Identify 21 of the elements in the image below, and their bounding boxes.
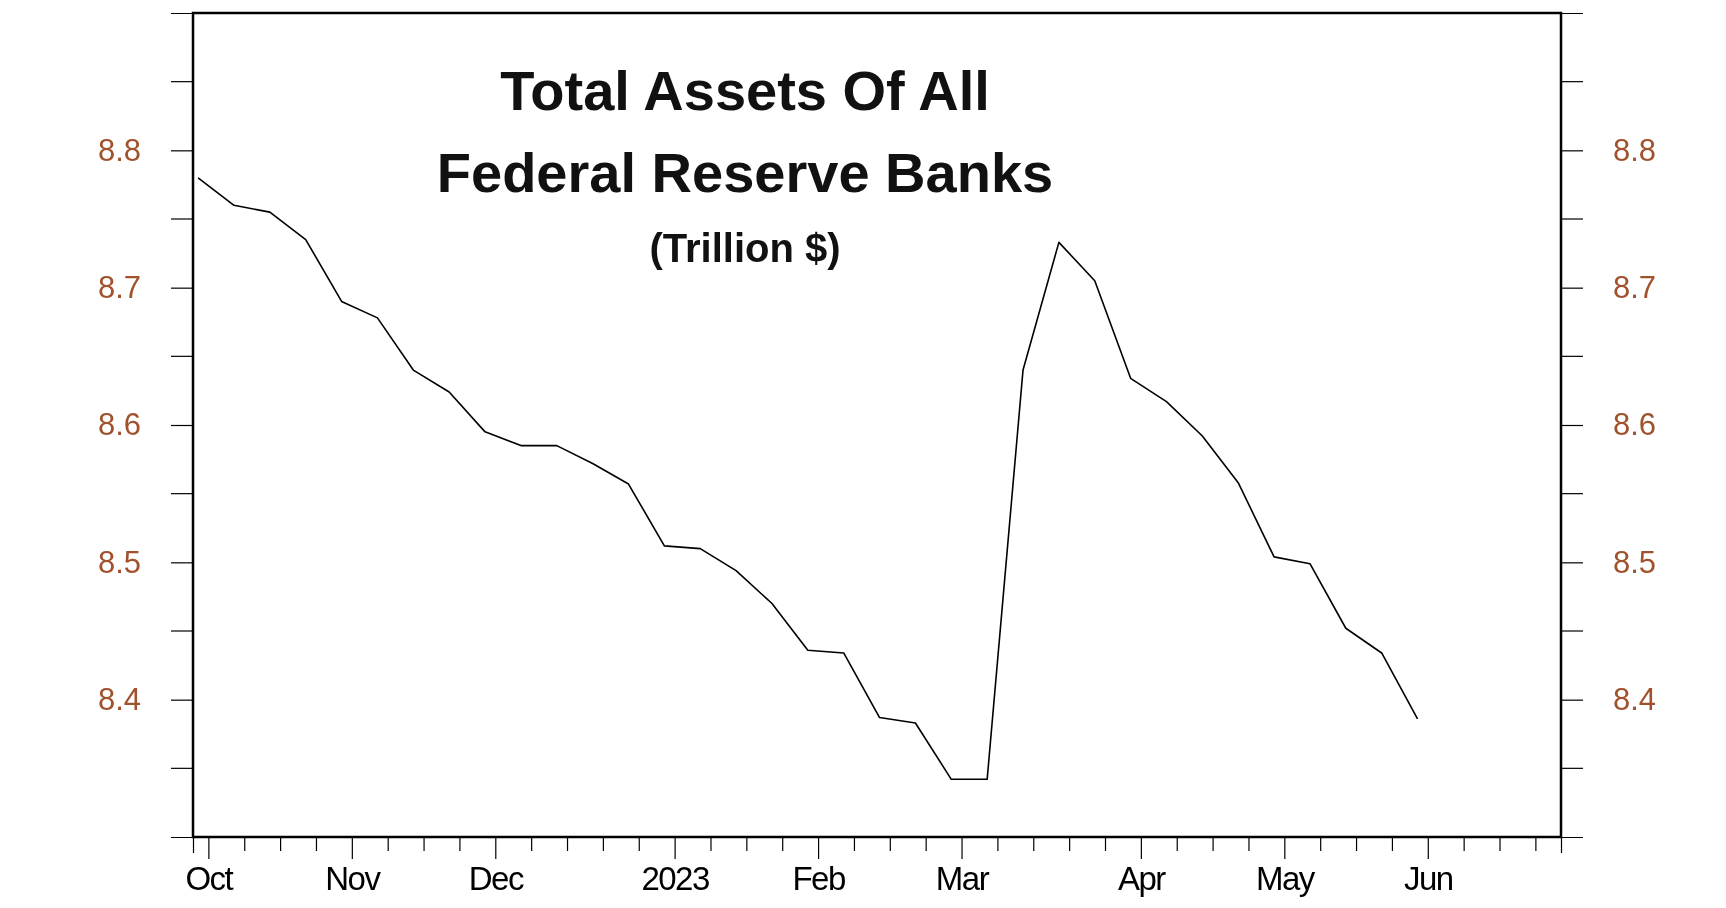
text: Total Assets Of All Federal Reserve Banks — [436, 59, 1054, 204]
text: (Trillion $) — [649, 226, 841, 270]
y2-tick-label: 8.4 — [1613, 682, 1657, 718]
y-tick-label: 8.8 — [97, 132, 141, 168]
x-tick-label: Jun — [1403, 860, 1453, 898]
x-tick-label: Apr — [1117, 860, 1167, 898]
x-tick-label: Mar — [935, 860, 990, 898]
x-tick-label: Feb — [792, 860, 845, 898]
y2-tick-label: 8.6 — [1613, 407, 1657, 443]
x-tick-label: Nov — [325, 860, 382, 898]
y-tick-label: 8.4 — [97, 682, 141, 718]
y-tick-label: 8.6 — [97, 407, 141, 443]
x-tick-label: May — [1255, 860, 1316, 898]
y-tick-label: 8.5 — [97, 544, 141, 580]
x-tick-label: Oct — [185, 860, 234, 898]
x-tick-label: 2023 — [641, 860, 709, 898]
x-tick-label: Dec — [468, 860, 524, 898]
y-tick-label: 8.7 — [97, 270, 141, 306]
y2-tick-label: 8.7 — [1613, 270, 1657, 306]
y2-tick-label: 8.5 — [1613, 544, 1657, 580]
y2-tick-label: 8.8 — [1613, 132, 1657, 168]
